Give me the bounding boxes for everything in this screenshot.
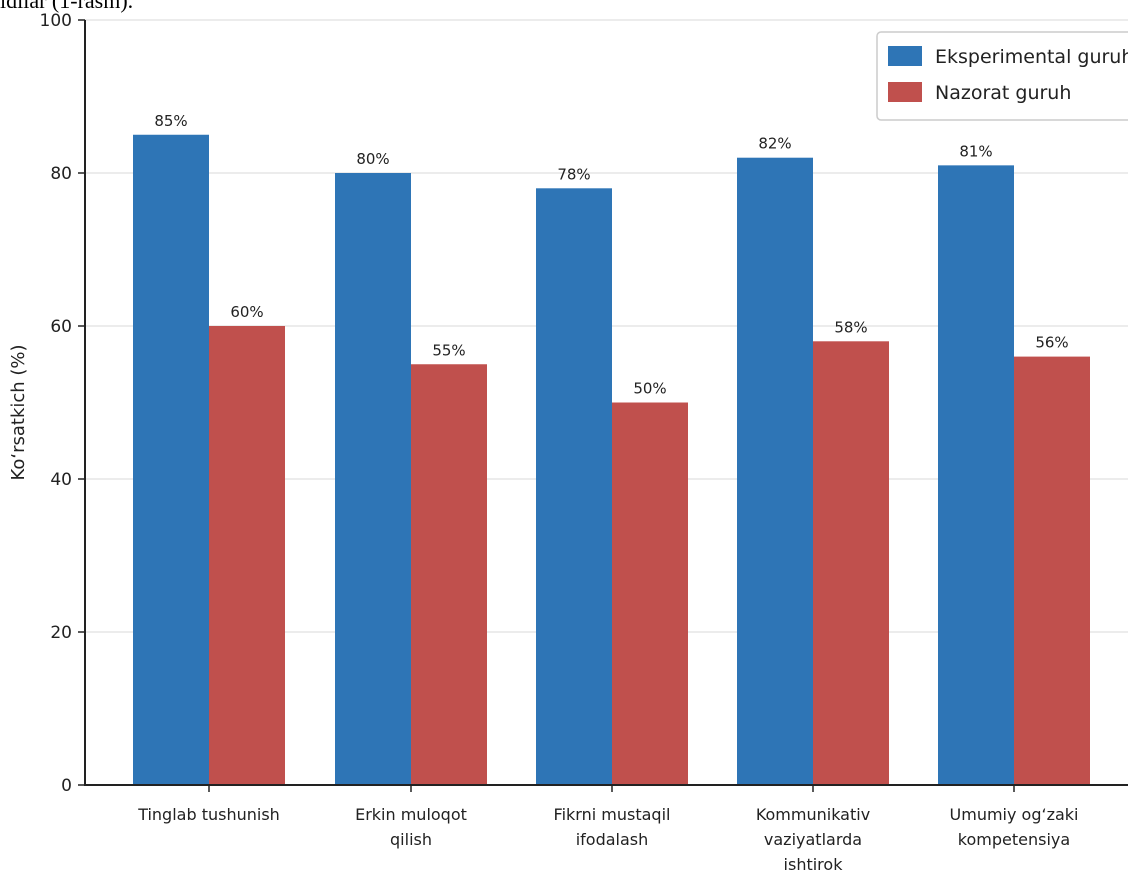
legend-swatch [888,82,922,102]
bar-experimental [335,173,411,785]
category-label: Umumiy og‘zaki [950,805,1079,824]
legend-label: Eksperimental guruh [935,46,1128,68]
value-label: 82% [758,135,791,153]
y-tick-label: 40 [50,470,72,490]
value-label: 81% [959,142,992,160]
category-label: ifodalash [576,830,649,849]
y-tick-label: 60 [50,317,72,337]
caption-text: idilar (1-rasm). [0,0,134,13]
legend-box [876,31,1128,121]
category-label: ishtirok [784,855,844,874]
value-label: 50% [633,380,666,398]
category-label: Erkin muloqot [355,805,467,824]
value-label: 80% [356,150,389,168]
y-axis-label: Ko‘rsatkich (%) [8,344,29,480]
bar-control [612,402,688,785]
category-label: Fikrni mustaqil [554,805,671,824]
bar-control [1014,356,1090,785]
category-label: Kommunikativ [756,805,870,824]
bar-experimental [133,134,209,785]
y-tick-label: 0 [61,776,72,796]
bar-control [813,341,889,785]
bar-experimental [737,157,813,785]
category-label: Tinglab tushunish [137,805,280,824]
category-label: kompetensiya [958,830,1070,849]
y-tick-label: 20 [50,623,72,643]
value-label: 55% [432,341,465,359]
bar-experimental [938,165,1014,786]
legend-swatch [888,46,922,66]
y-tick-label: 100 [40,11,72,31]
value-label: 56% [1035,334,1068,352]
y-tick-label: 80 [50,164,72,184]
value-label: 58% [834,318,867,336]
bar-experimental [536,188,612,786]
value-label: 85% [154,112,187,130]
category-label: vaziyatlarda [764,830,862,849]
legend-label: Nazorat guruh [935,82,1071,104]
bar-control [209,326,285,785]
value-label: 78% [557,165,590,183]
bar-control [411,364,487,785]
value-label: 60% [230,303,263,321]
category-label: qilish [390,830,432,849]
